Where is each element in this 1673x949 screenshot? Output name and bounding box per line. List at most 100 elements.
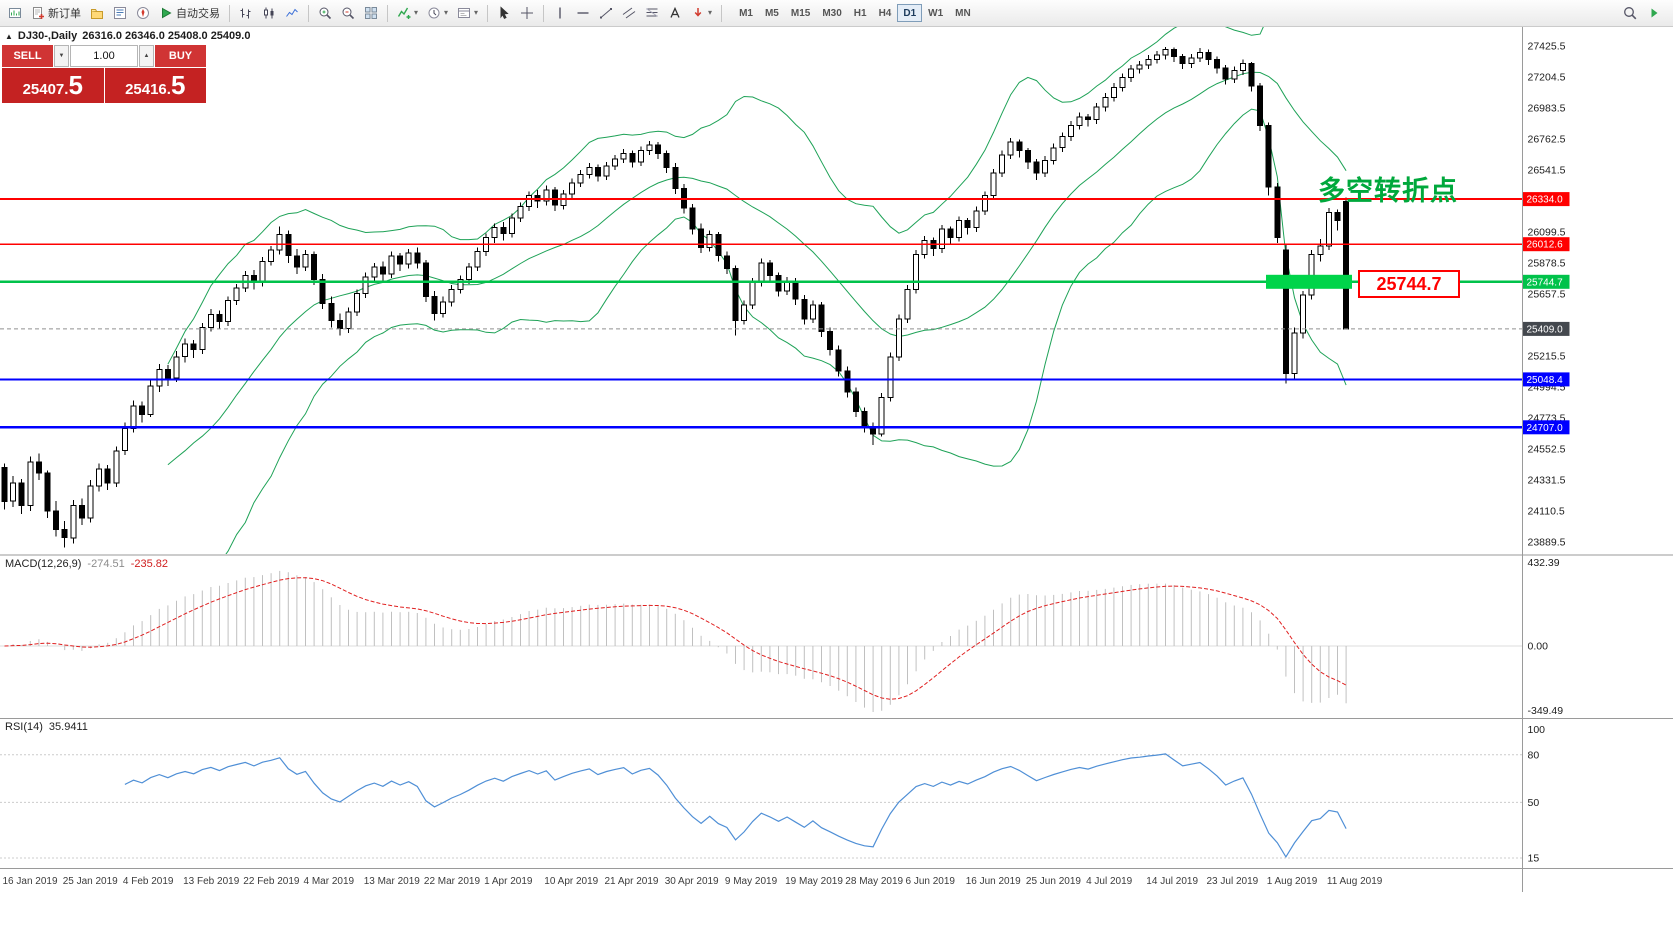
horizontal-line-tool-button[interactable] [572, 2, 594, 24]
volume-decrease-button[interactable]: ▼ [54, 45, 69, 67]
candle-body [698, 228, 705, 248]
sell-price-big-digit: 5 [68, 70, 83, 100]
candle-body [457, 279, 464, 290]
timeframe-w1[interactable]: W1 [928, 7, 944, 19]
candle-body [1033, 161, 1040, 174]
sell-price: 25407. [22, 81, 69, 98]
candlestick-chart-button[interactable] [258, 2, 280, 24]
candle-body [345, 311, 352, 330]
channel-tool-button[interactable] [618, 2, 640, 24]
candle-body [422, 262, 429, 297]
candle-body [1257, 85, 1264, 126]
new-order-icon [33, 7, 44, 19]
zoom-in-button[interactable] [314, 2, 336, 24]
vertical-line-tool-button[interactable] [549, 2, 571, 24]
timeframe-m5[interactable]: M5 [764, 7, 779, 19]
candle-body [904, 288, 911, 320]
bollinger-upper-band [167, 27, 1264, 365]
periods-button[interactable]: ▾ [423, 2, 452, 24]
turning-point-annotation[interactable]: 多空转折点 [1318, 176, 1458, 206]
zoom-out-button[interactable] [337, 2, 359, 24]
text-tool-button[interactable] [664, 2, 686, 24]
candle-body [233, 287, 240, 302]
profiles-button[interactable] [86, 2, 108, 24]
candle-body [113, 450, 120, 484]
buy-button[interactable]: BUY [155, 45, 206, 67]
timeframe-group: M1 M5 M15 M30 H1 H4 D1 W1 MN [733, 4, 977, 22]
candle-body [1145, 58, 1152, 66]
candle-body [706, 234, 713, 248]
volume-increase-button[interactable]: ▲ [139, 45, 154, 67]
one-click-toggle-icon[interactable]: ▲ [5, 31, 13, 41]
buy-price-box[interactable]: 25416. 5 [104, 68, 206, 103]
price-axis-label: 26762.5 [1528, 134, 1566, 146]
candle-body [723, 255, 730, 269]
candle-body [1214, 58, 1221, 69]
candle-body [878, 396, 885, 435]
candle-body [27, 461, 34, 506]
candle-body [543, 189, 550, 202]
candle-body [612, 158, 619, 167]
date-axis-label: 25 Jun 2019 [1026, 876, 1081, 887]
rsi-panel [0, 753, 1523, 859]
candle-body [130, 405, 137, 429]
line-chart-button[interactable] [281, 2, 303, 24]
timeframe-mn[interactable]: MN [955, 7, 971, 19]
sell-price-box[interactable]: 25407. 5 [2, 68, 104, 103]
macd-value: -274.51 [87, 558, 125, 570]
price-tag [1522, 274, 1570, 289]
candle-body [569, 182, 576, 195]
trendline-tool-button[interactable] [595, 2, 617, 24]
candle-body [646, 144, 653, 152]
search-button[interactable] [1619, 2, 1641, 24]
candle-body [1059, 136, 1066, 149]
navigator-button[interactable] [132, 2, 154, 24]
candle-body [414, 252, 421, 264]
timeframe-h1[interactable]: H1 [853, 7, 867, 19]
bars-icon [240, 8, 251, 19]
date-axis-label: 23 Jul 2019 [1207, 876, 1259, 887]
candle-body [887, 356, 894, 398]
new-chart-icon [9, 8, 21, 18]
timeframe-m1[interactable]: M1 [739, 7, 753, 19]
market-watch-icon [114, 7, 126, 19]
indicators-button[interactable]: ▾ [393, 2, 422, 24]
new-order-label: 新订单 [48, 8, 81, 20]
timeframe-h4[interactable]: H4 [878, 7, 892, 19]
candle-body [319, 279, 326, 304]
candle-body [551, 189, 558, 206]
fibonacci-tool-button[interactable] [641, 2, 663, 24]
timeframe-d1[interactable]: D1 [897, 4, 923, 22]
candle-body [1162, 49, 1169, 56]
autotrading-button[interactable]: 自动交易 [155, 2, 224, 24]
tile-windows-button[interactable] [360, 2, 382, 24]
date-axis-label: 11 Aug 2019 [1327, 876, 1383, 887]
expand-toolbar-button[interactable] [1643, 2, 1665, 24]
price-callout-label[interactable]: 25744.7 [1358, 270, 1460, 298]
cursor-button[interactable] [493, 2, 515, 24]
candle-body [448, 288, 455, 303]
market-watch-button[interactable] [109, 2, 131, 24]
highlight-rectangle[interactable] [1266, 274, 1352, 289]
templates-button[interactable]: ▾ [453, 2, 482, 24]
hline-icon [577, 12, 589, 14]
candle-body [680, 187, 687, 209]
bollinger-lower-band [225, 108, 1347, 554]
candle-body [672, 166, 679, 189]
timeframe-m30[interactable]: M30 [822, 7, 842, 19]
bar-chart-button[interactable] [235, 2, 257, 24]
candle-body [526, 195, 533, 208]
arrows-tool-button[interactable]: ▾ [687, 2, 716, 24]
dropdown-arrow-icon: ▾ [474, 8, 479, 17]
new-chart-button[interactable] [4, 2, 26, 24]
volume-input[interactable]: 1.00 [70, 45, 138, 67]
sell-button[interactable]: SELL [2, 45, 53, 67]
crosshair-button[interactable] [516, 2, 538, 24]
chart-ohlc: 26316.0 26346.0 25408.0 25409.0 [82, 30, 251, 42]
price-axis-label: 26983.5 [1528, 103, 1566, 115]
timeframe-m15[interactable]: M15 [790, 7, 811, 19]
price-axis-label: 25657.5 [1528, 289, 1566, 301]
new-order-button[interactable]: 新订单 [27, 2, 85, 24]
